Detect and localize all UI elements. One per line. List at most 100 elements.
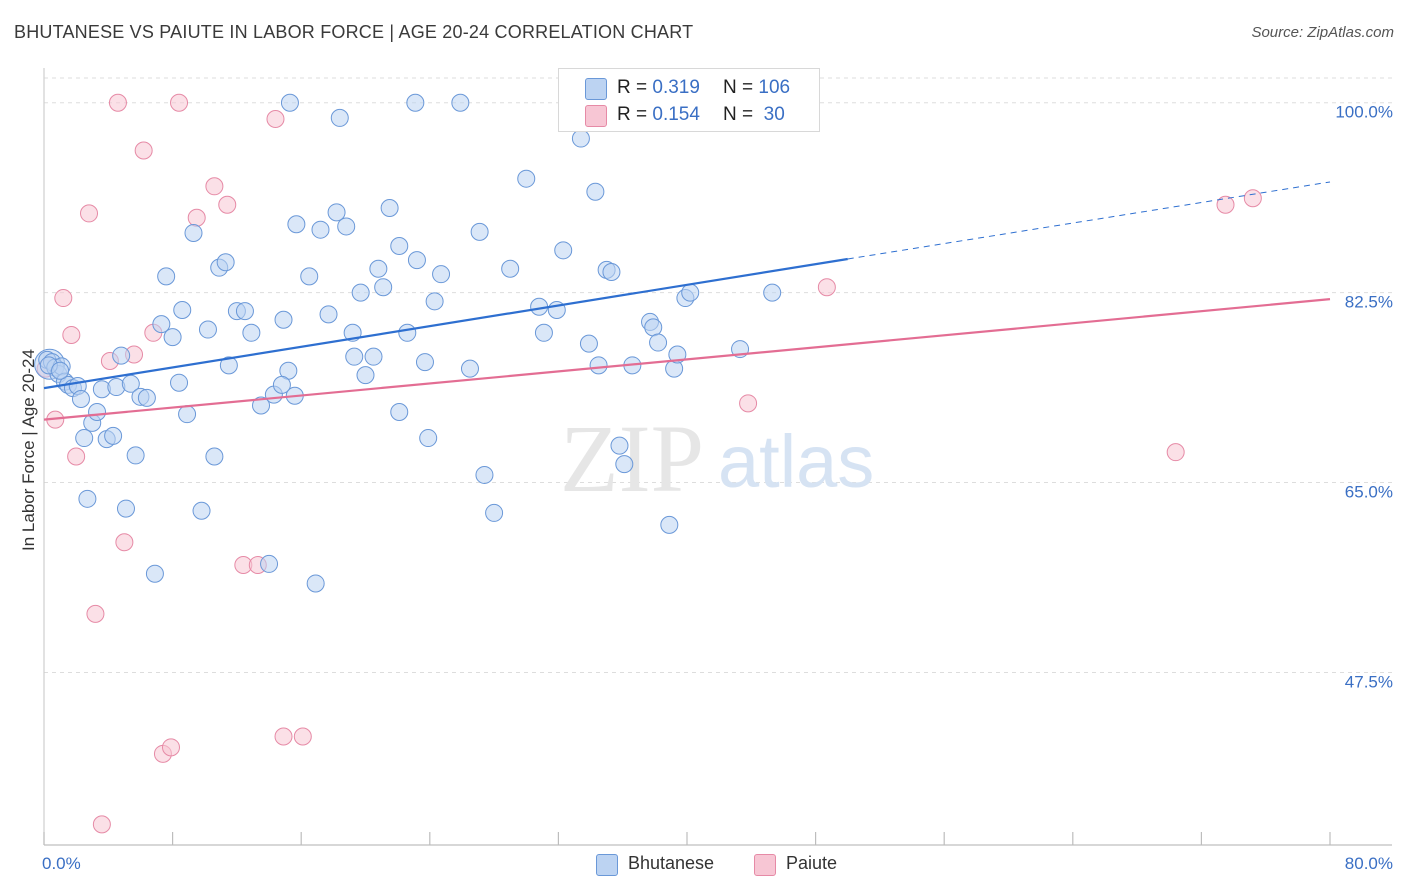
bhutanese-point (660, 515, 679, 534)
watermark-zip: ZIP (560, 405, 704, 512)
bhutanese-point (649, 333, 668, 352)
bhutanese-point (260, 554, 279, 573)
bhutanese-point (311, 220, 330, 239)
bhutanese-point (571, 129, 590, 148)
bhutanese-point (345, 347, 364, 366)
bhutanese-point (451, 93, 470, 112)
bhutanese-swatch (585, 78, 607, 100)
watermark: ZIP atlas (560, 405, 874, 512)
x-tick-label-min: 0.0% (42, 854, 81, 873)
bhutanese-point (668, 345, 687, 364)
bhutanese-point (644, 318, 663, 337)
bhutanese-point (398, 323, 417, 342)
bhutanese-point (184, 223, 203, 242)
bhutanese-trend-extension (847, 181, 1331, 260)
bhutanese-point (157, 267, 176, 286)
bhutanese-point (78, 489, 97, 508)
bhutanese-point (219, 356, 238, 375)
bhutanese-point (615, 455, 634, 474)
bhutanese-point (327, 203, 346, 222)
bhutanese-n: N = 106 (723, 77, 791, 98)
source-credit: Source: ZipAtlas.com (1251, 24, 1394, 41)
bhutanese-point (517, 169, 536, 188)
bhutanese-point (586, 182, 605, 201)
bhutanese-point (330, 108, 349, 127)
paiute-trend-line (43, 298, 1331, 421)
paiute-point (266, 110, 285, 129)
paiute-point (739, 394, 758, 413)
paiute-point (67, 447, 86, 466)
chart-title: BHUTANESE VS PAIUTE IN LABOR FORCE | AGE… (14, 22, 694, 42)
bhutanese-point (415, 353, 434, 372)
paiute-point (115, 533, 134, 552)
paiute-point (274, 727, 293, 746)
bhutanese-point (300, 267, 319, 286)
paiute-swatch (585, 105, 607, 127)
bhutanese-point (88, 403, 107, 422)
bhutanese-point (364, 347, 383, 366)
bhutanese-point (75, 429, 94, 448)
y-tick-label: 47.5% (1345, 672, 1393, 691)
bhutanese-point (163, 328, 182, 347)
bhutanese-point (71, 389, 90, 408)
bhutanese-point (356, 366, 375, 385)
bhutanese-point (272, 375, 291, 394)
axis-layer (43, 68, 1392, 846)
y-tick-label: 100.0% (1335, 103, 1393, 122)
bhutanese-point (406, 93, 425, 112)
bhutanese-point (501, 259, 520, 278)
paiute-point (218, 195, 237, 214)
bhutanese-point (425, 292, 444, 311)
legend-swatch-paiute (754, 854, 776, 876)
y-tick-label: 65.0% (1345, 483, 1393, 502)
bhutanese-point (579, 334, 598, 353)
paiute-point (187, 208, 206, 227)
bhutanese-point (274, 310, 293, 329)
bhutanese-r: R = 0.319 (617, 77, 700, 98)
bhutanese-point (390, 236, 409, 255)
bhutanese-point (337, 217, 356, 236)
bhutanese-point (242, 323, 261, 342)
bhutanese-point (137, 388, 156, 407)
bhutanese-point (306, 574, 325, 593)
bhutanese-point (534, 323, 553, 342)
bhutanese-point (485, 503, 504, 522)
trend-layer (43, 181, 1331, 421)
bhutanese-point (280, 93, 299, 112)
bhutanese-point (252, 396, 271, 415)
bhutanese-point (287, 215, 306, 234)
bhutanese-point (51, 361, 70, 380)
legend-label-paiute: Paiute (786, 853, 838, 873)
bhutanese-points (34, 93, 782, 593)
bhutanese-point (216, 253, 235, 272)
paiute-r: R = 0.154 (617, 104, 700, 125)
bhutanese-point (407, 251, 426, 270)
paiute-n: N = 30 (723, 104, 785, 125)
bhutanese-point (173, 300, 192, 319)
bhutanese-point (198, 320, 217, 339)
bhutanese-point (589, 356, 608, 375)
bhutanese-point (610, 436, 629, 455)
y-axis-label: In Labor Force | Age 20-24 (19, 349, 38, 551)
watermark-atlas: atlas (718, 420, 874, 503)
paiute-point (92, 815, 111, 834)
paiute-point (1216, 195, 1235, 214)
bhutanese-point (126, 446, 145, 465)
bhutanese-point (460, 359, 479, 378)
legend-label-bhutanese: Bhutanese (628, 853, 715, 873)
legend-swatch-bhutanese (596, 854, 618, 876)
bhutanese-point (681, 283, 700, 302)
stats-box: R = 0.319 N = 106 R = 0.154 N = 30 (558, 68, 820, 132)
bhutanese-point (112, 346, 131, 365)
paiute-point (134, 141, 153, 160)
paiute-point (1243, 189, 1262, 208)
paiute-point (80, 204, 99, 223)
paiute-point (205, 177, 224, 196)
bhutanese-point (178, 405, 197, 424)
bhutanese-point (554, 241, 573, 260)
bhutanese-point (152, 315, 171, 334)
bhutanese-point (763, 283, 782, 302)
bhutanese-point (470, 222, 489, 241)
bhutanese-point (192, 501, 211, 520)
